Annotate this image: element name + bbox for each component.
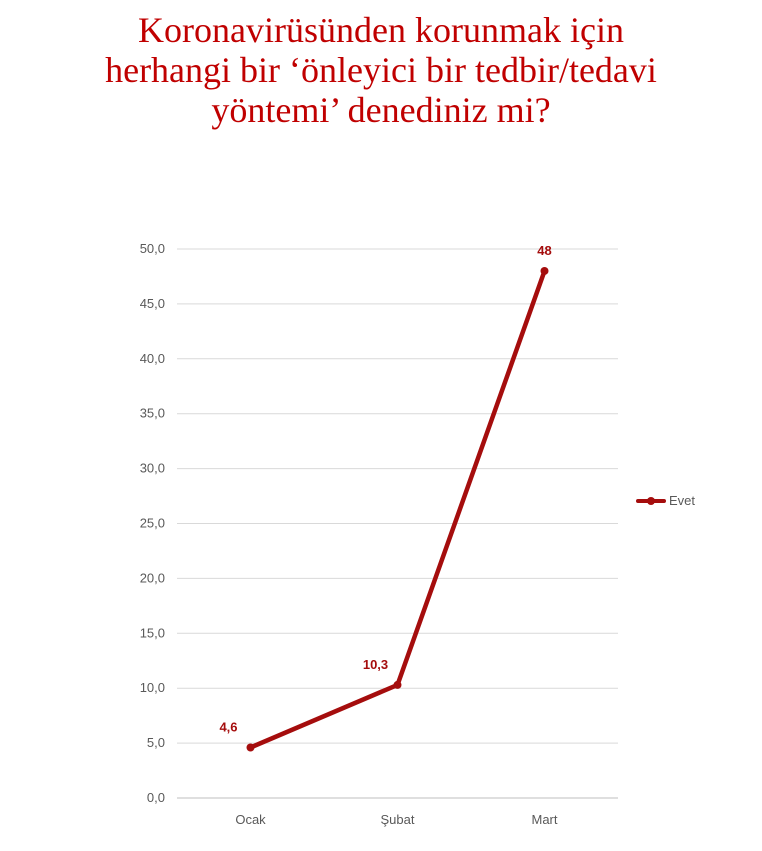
chart-title-line-2: herhangi bir ‘önleyici bir tedbir/tedavi — [105, 50, 657, 90]
chart-title: Koronavirüsünden korunmak için herhangi … — [0, 10, 762, 130]
y-tick-label: 20,0 — [140, 570, 165, 585]
y-tick-label: 45,0 — [140, 296, 165, 311]
y-tick-label: 30,0 — [140, 461, 165, 476]
data-point — [246, 743, 255, 752]
y-tick-label: 35,0 — [140, 406, 165, 421]
y-tick-label: 50,0 — [140, 241, 165, 256]
y-tick-label: 15,0 — [140, 625, 165, 640]
chart-title-line-3: yöntemi’ denediniz mi? — [211, 90, 551, 130]
data-label: 48 — [537, 243, 551, 258]
legend-swatch-marker — [647, 497, 655, 505]
y-tick-label: 25,0 — [140, 516, 165, 531]
legend-label: Evet — [669, 493, 695, 508]
y-tick-label: 10,0 — [140, 680, 165, 695]
data-point — [540, 266, 549, 275]
y-tick-label: 0,0 — [147, 790, 165, 805]
data-label: 4,6 — [219, 719, 237, 734]
x-tick-label: Ocak — [235, 812, 266, 827]
chart-title-line-1: Koronavirüsünden korunmak için — [138, 10, 624, 50]
data-point — [393, 680, 402, 689]
y-tick-label: 40,0 — [140, 351, 165, 366]
y-tick-label: 5,0 — [147, 735, 165, 750]
x-tick-label: Mart — [532, 812, 558, 827]
series-line — [248, 268, 547, 750]
data-label: 10,3 — [363, 657, 388, 672]
x-tick-label: Şubat — [381, 812, 415, 827]
